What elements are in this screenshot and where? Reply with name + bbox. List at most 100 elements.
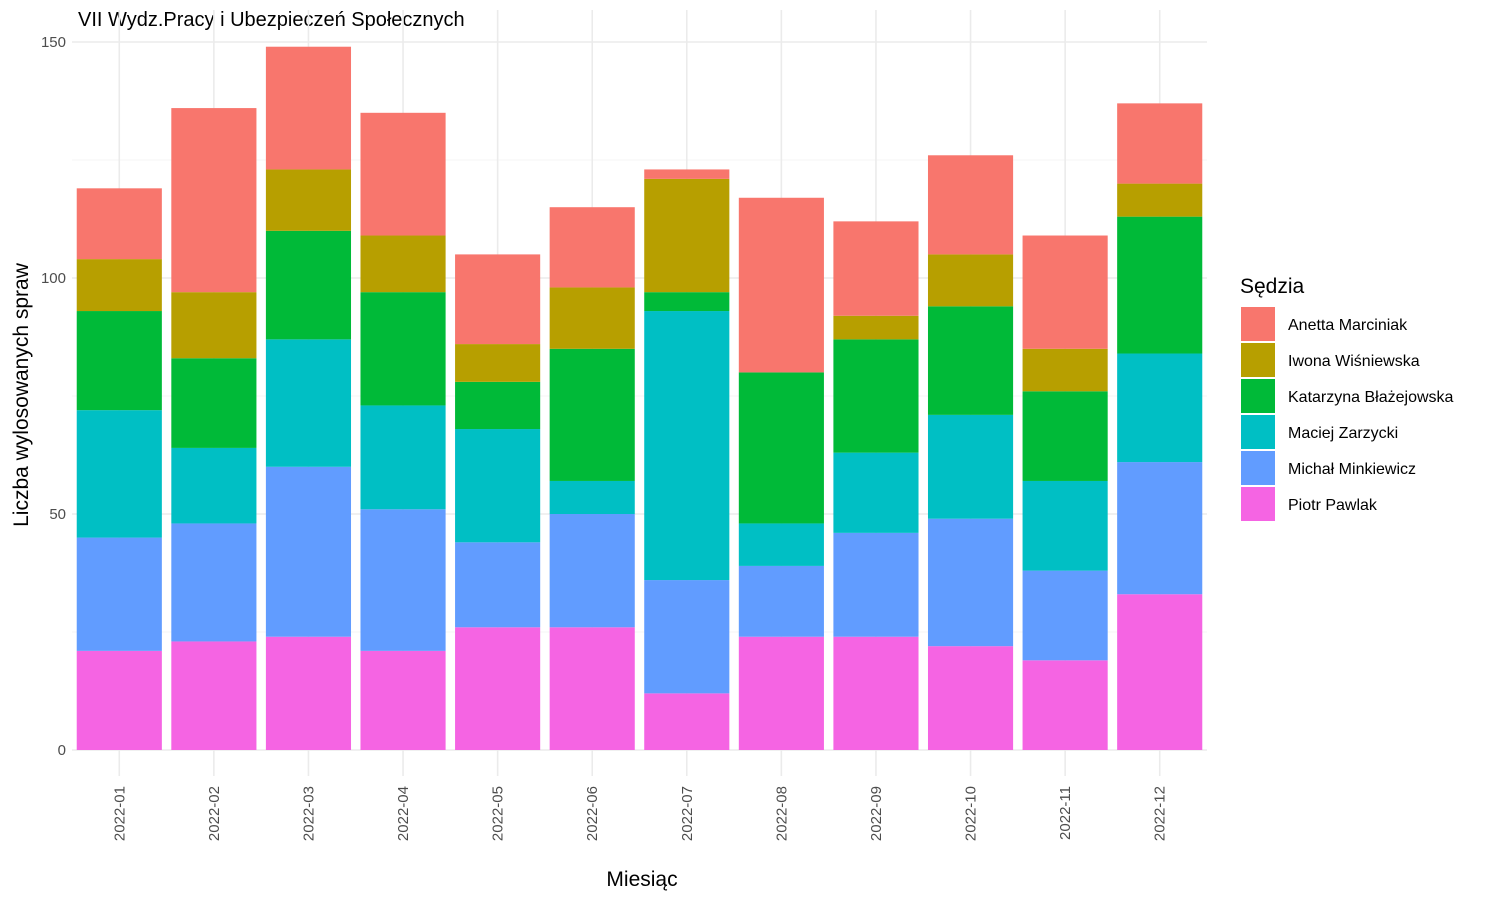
bar-segment (360, 650, 446, 750)
bar-segment (549, 627, 635, 750)
bar-segment (360, 112, 446, 236)
bar-segment (1117, 353, 1203, 463)
bar-segment (644, 178, 730, 293)
legend-label: Anetta Marciniak (1288, 317, 1408, 334)
bar-segment (1117, 462, 1203, 595)
bar-segment (455, 542, 541, 628)
bar-segment (171, 358, 257, 448)
y-tick-label: 100 (41, 270, 66, 287)
bar-segment (1022, 570, 1108, 661)
bar-segment (265, 46, 352, 170)
bar-segment (1022, 660, 1108, 750)
bar-segment (833, 452, 919, 533)
bar-segment (265, 339, 352, 467)
bar-segment (1022, 235, 1108, 349)
bar-segment (644, 580, 730, 694)
legend-swatch (1241, 415, 1275, 449)
bar-segment (644, 693, 730, 750)
legend-swatch (1241, 451, 1275, 485)
bar-segment (265, 169, 352, 231)
bar-segment (1117, 216, 1203, 354)
bar-segment (76, 311, 162, 411)
bar-segment (549, 348, 635, 481)
bar-segment (644, 169, 730, 179)
bar-segment (738, 372, 824, 524)
bar-segment (644, 292, 730, 312)
legend-title: Sędzia (1240, 275, 1305, 298)
bar-segment (927, 254, 1014, 307)
x-tick-label: 2022-08 (773, 786, 790, 841)
legend-swatch (1241, 343, 1275, 377)
bar-segment (738, 565, 824, 637)
bar-segment (738, 523, 824, 566)
bar-segment (171, 108, 257, 293)
bar-segment (549, 287, 635, 349)
bar-segment (549, 480, 635, 514)
bar-segment (1117, 103, 1203, 184)
bar-segment (738, 636, 824, 750)
bar-segment (1022, 480, 1108, 571)
bar-segment (927, 646, 1014, 750)
bar-segment (1022, 391, 1108, 481)
legend: Sędzia Anetta Marciniak Iwona Wiśniewska K… (1240, 275, 1454, 521)
bar-segment (76, 410, 162, 538)
x-axis-ticks: 2022-01 2022-02 2022-03 2022-04 2022-05 2022-… (111, 786, 1168, 841)
legend-label: Maciej Zarzycki (1288, 425, 1398, 442)
bar-segment (549, 207, 635, 288)
bar-segment (455, 254, 541, 345)
bar-segment (360, 292, 446, 406)
bar-segment (455, 627, 541, 750)
bar-segment (265, 230, 352, 340)
bar-segment (171, 523, 257, 642)
bar-segment (833, 339, 919, 453)
y-tick-label: 150 (41, 34, 66, 51)
bar-segment (171, 447, 257, 524)
legend-swatch (1241, 307, 1275, 341)
x-tick-label: 2022-02 (206, 786, 223, 841)
bar-segment (360, 405, 446, 510)
x-tick-label: 2022-04 (395, 786, 412, 841)
bar-segment (265, 466, 352, 637)
bar-segment (1117, 183, 1203, 217)
bar-segment (76, 537, 162, 651)
x-tick-label: 2022-12 (1152, 786, 1169, 841)
legend-label: Katarzyna Błażejowska (1288, 389, 1454, 406)
bar-segment (76, 188, 162, 260)
bar-segment (76, 650, 162, 750)
bar-segment (833, 532, 919, 637)
legend-label: Iwona Wiśniewska (1288, 353, 1420, 370)
legend-label: Piotr Pawlak (1288, 497, 1378, 514)
bar-segment (455, 344, 541, 382)
y-axis-ticks: 0 50 100 150 (41, 34, 66, 759)
bar-segment (644, 311, 730, 581)
x-tick-label: 2022-06 (584, 786, 601, 841)
x-tick-label: 2022-11 (1057, 786, 1074, 840)
bar-segment (549, 514, 635, 628)
bar-segment (360, 509, 446, 651)
bar-segment (76, 259, 162, 312)
bar-segment (455, 429, 541, 543)
x-tick-label: 2022-09 (868, 786, 885, 841)
bar-segment (927, 306, 1014, 415)
bar-segment (833, 221, 919, 316)
x-tick-label: 2022-05 (490, 786, 507, 841)
bar-segment (171, 292, 257, 359)
legend-label: Michał Minkiewicz (1288, 461, 1416, 478)
bar-segment (1022, 348, 1108, 392)
y-axis-title: Liczba wylosowanych spraw (10, 262, 33, 527)
bar-segment (927, 518, 1014, 647)
bar-segment (833, 315, 919, 340)
bar-segment (927, 155, 1014, 255)
x-axis-title: Miesiąc (606, 868, 677, 891)
legend-swatch (1241, 487, 1275, 521)
x-tick-label: 2022-01 (111, 786, 128, 841)
bar-segment (927, 414, 1014, 519)
bar-segment (455, 381, 541, 430)
bar-segment (265, 636, 352, 750)
legend-swatch (1241, 379, 1275, 413)
bar-segment (1117, 594, 1203, 750)
bar-segment (833, 636, 919, 750)
bar-segment (171, 641, 257, 750)
chart-title: VII Wydz.Pracy i Ubezpieczeń Społecznych (78, 9, 465, 31)
